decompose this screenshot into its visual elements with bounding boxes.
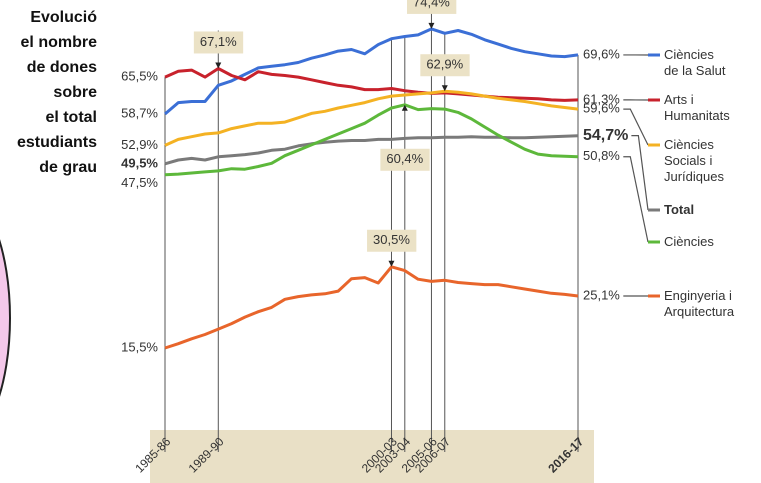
annotation-box — [420, 54, 470, 77]
value-label: 59,6% — [583, 101, 620, 116]
chart-title: de dones — [27, 59, 97, 76]
line — [164, 89, 579, 147]
legend-label: Total — [664, 202, 695, 217]
annotation-box — [380, 148, 430, 171]
value-label: 50,8% — [583, 148, 620, 163]
annotation-box — [407, 0, 457, 14]
value-label: 58,7% — [121, 105, 158, 120]
chart-title: estudiants — [17, 134, 97, 151]
value-label: 52,9% — [121, 137, 158, 152]
chart-title: de grau — [39, 159, 97, 176]
value-label: 74,4% — [413, 0, 450, 9]
line — [164, 27, 579, 116]
value-label: 69,6% — [583, 46, 620, 61]
legend-label: Enginyeria i Arquitectura — [664, 288, 735, 319]
value-label: 54,7% — [583, 127, 628, 144]
annotation-box — [367, 229, 417, 252]
annotation-pointer — [388, 260, 395, 267]
legend-connector — [631, 135, 649, 211]
value-label: 25,1% — [583, 287, 620, 302]
line — [164, 134, 579, 166]
value-label: 67,1% — [200, 34, 237, 49]
value-label: 62,9% — [426, 57, 463, 72]
value-label: 61,3% — [583, 91, 620, 106]
legend-label: Arts i Humanitats — [664, 92, 730, 123]
annotation-pointer — [441, 85, 448, 92]
value-label: 60,4% — [386, 151, 423, 166]
legend-label: Ciències de la Salut — [664, 47, 726, 78]
annotation-pointer — [401, 104, 408, 111]
decoration — [0, 239, 11, 397]
line — [164, 67, 579, 102]
legend-label: Ciències — [664, 234, 714, 249]
value-label: 49,5% — [121, 155, 158, 170]
legend-label: Ciències Socials i Jurídiques — [664, 137, 724, 184]
x-axis-band — [150, 430, 594, 483]
annotation-box — [193, 31, 244, 54]
value-label: 15,5% — [121, 339, 158, 354]
chart-title: el total — [45, 109, 97, 126]
legend-connector — [623, 156, 649, 243]
annotation-pointer — [215, 62, 222, 69]
value-label: 47,5% — [121, 175, 158, 190]
chart-title: sobre — [53, 84, 97, 101]
line — [164, 265, 579, 350]
chart-title: el nombre — [21, 34, 98, 51]
chart-title: Evolució — [30, 9, 97, 26]
annotation-pointer — [428, 22, 435, 29]
value-label: 30,5% — [373, 232, 410, 247]
legend-connector — [623, 108, 649, 146]
line — [164, 103, 579, 177]
value-label: 65,5% — [121, 69, 158, 84]
